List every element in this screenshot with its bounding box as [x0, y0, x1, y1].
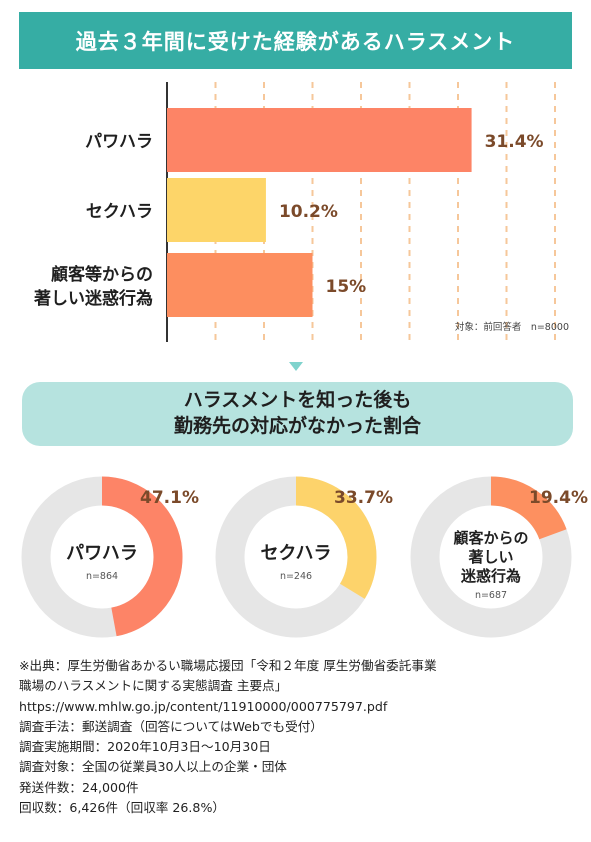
donut-center-label: セクハラ — [260, 543, 331, 564]
sample-note: 対象：前回答者 n=8000 — [455, 321, 569, 333]
source-line: 職場のハラスメントに関する実態調査 主要点」 — [19, 678, 288, 694]
donut-section-title: ハラスメントを知った後も 勤務先の対応がなかった割合 — [22, 382, 573, 446]
down-arrow-icon — [289, 362, 303, 371]
donut-segment — [490, 476, 567, 540]
bar — [167, 253, 313, 317]
donut-value-label: 47.1% — [140, 488, 199, 508]
category-label: 著しい迷惑行為 — [34, 288, 153, 309]
category-label: 顧客等からの — [51, 264, 153, 285]
survey-method: 調査手法：郵送調査（回答についてはWebでも受付） — [19, 718, 323, 734]
donut-title-line-1: ハラスメントを知った後も — [183, 389, 412, 412]
source-url: https://www.mhlw.go.jp/content/11910000/… — [19, 698, 388, 714]
bar-value-label: 15% — [326, 277, 367, 297]
donut-title-line-2: 勤務先の対応がなかった割合 — [173, 415, 421, 437]
donut-value-label: 19.4% — [529, 488, 588, 508]
donut-sample-size: n=864 — [86, 571, 118, 582]
donut-value-label: 33.7% — [334, 488, 393, 508]
response-count: 回収数：6,426件（回収率 26.8%） — [19, 800, 226, 816]
donut-sample-size: n=246 — [280, 571, 312, 582]
category-label: セクハラ — [86, 202, 153, 222]
donut-segment — [295, 476, 377, 599]
bar-value-label: 10.2% — [279, 202, 338, 222]
category-label: パワハラ — [85, 132, 153, 152]
page-title: 過去３年間に受けた経験があるハラスメント — [19, 12, 572, 69]
sent-count: 発送件数：24,000件 — [19, 779, 139, 795]
donut-sample-size: n=687 — [475, 590, 507, 601]
bar — [167, 108, 472, 172]
donut-center-label: 著しい — [467, 548, 513, 566]
donut-center-label: 顧客からの — [453, 529, 528, 547]
donut-segment — [101, 476, 183, 637]
bar-chart: 31.4% パワハラ 10.2% セクハラ 15% 顧客等からの著しい迷惑行為対象：前回答… — [34, 82, 569, 342]
survey-period: 調査実施期間：2020年10月3日～10月30日 — [19, 739, 271, 755]
source-notes: ※出典：厚生労働省あかるい職場応援団「令和２年度 厚生労働省委託事業 職場のハラ… — [19, 656, 579, 818]
bar-value-label: 31.4% — [485, 132, 544, 152]
survey-target: 調査対象：全国の従業員30人以上の企業・団体 — [19, 759, 287, 775]
donut-center-label: 迷惑行為 — [460, 567, 521, 585]
bar — [167, 178, 266, 242]
donut-center-label: パワハラ — [66, 543, 138, 564]
donut-charts: 47.1% パワハラ n=864 33.7% セクハラ n=246 19.4% 顧客からの著し… — [21, 476, 588, 638]
source-line: ※出典：厚生労働省あかるい職場応援団「令和２年度 厚生労働省委託事業 — [19, 658, 437, 673]
